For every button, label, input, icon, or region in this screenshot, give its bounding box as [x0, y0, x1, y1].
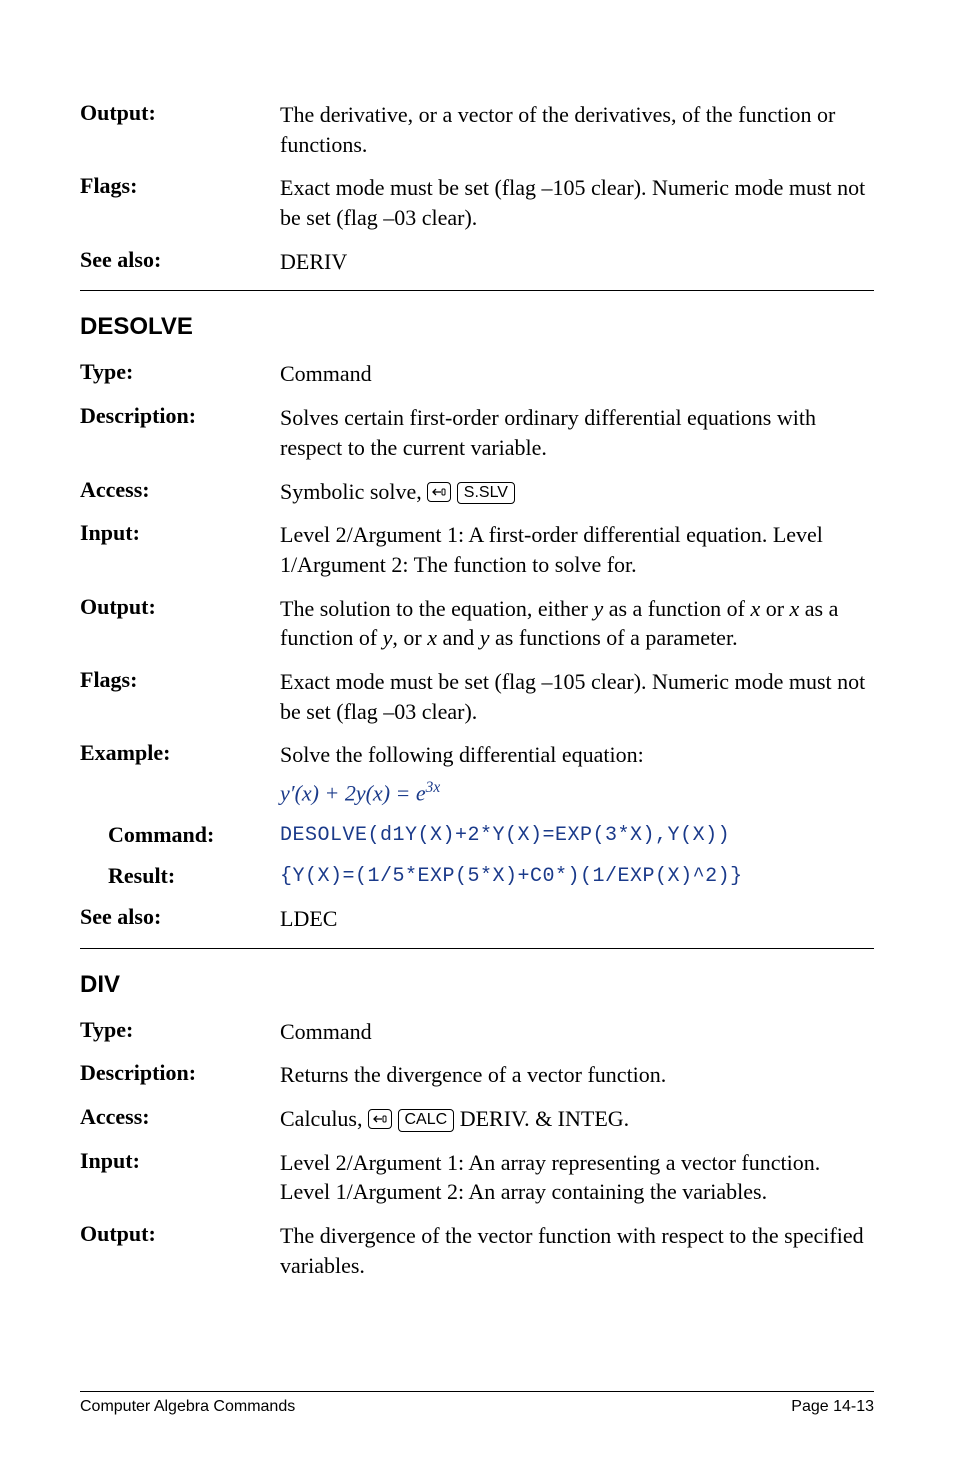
output-p6: and: [437, 625, 480, 650]
var-x3: x: [427, 625, 437, 650]
row-seealso: See also: DERIV: [80, 247, 874, 277]
label-description: Description:: [80, 1060, 280, 1086]
row-flags: Flags: Exact mode must be set (flag –105…: [80, 173, 874, 232]
left-shift-key-icon: [368, 1109, 392, 1129]
label-flags: Flags:: [80, 667, 280, 693]
output-p3: or: [760, 596, 789, 621]
heading-desolve: DESOLVE: [80, 313, 874, 341]
row-example: Example: Solve the following differentia…: [80, 740, 874, 808]
row-access: Access: Symbolic solve, S.SLV: [80, 477, 874, 507]
label-output: Output:: [80, 1221, 280, 1247]
label-access: Access:: [80, 477, 280, 503]
text-output: The solution to the equation, either y a…: [280, 594, 874, 653]
label-output: Output:: [80, 100, 280, 126]
example-text: Solve the following differential equatio…: [280, 740, 874, 770]
row-result: Result: {Y(X)=(1/5*EXP(5*X)+C0*)(1/EXP(X…: [80, 863, 874, 890]
label-description: Description:: [80, 403, 280, 429]
row-type: Type: Command: [80, 359, 874, 389]
eq-exp: 3x: [426, 779, 441, 796]
footer-right: Page 14-13: [791, 1398, 874, 1416]
label-example: Example:: [80, 740, 280, 766]
text-output: The derivative, or a vector of the deriv…: [280, 100, 874, 159]
text-result: {Y(X)=(1/5*EXP(5*X)+C0*)(1/EXP(X)^2)}: [280, 863, 874, 890]
footer-left: Computer Algebra Commands: [80, 1398, 295, 1416]
row-seealso: See also: LDEC: [80, 904, 874, 934]
divider: [80, 290, 874, 291]
row-output: Output: The solution to the equation, ei…: [80, 594, 874, 653]
label-access: Access:: [80, 1104, 280, 1130]
label-input: Input:: [80, 520, 280, 546]
text-type: Command: [280, 359, 874, 389]
label-seealso: See also:: [80, 247, 280, 273]
label-input: Input:: [80, 1148, 280, 1174]
row-output: Output: The divergence of the vector fun…: [80, 1221, 874, 1280]
label-type: Type:: [80, 1017, 280, 1043]
prev-command-tail: Output: The derivative, or a vector of t…: [80, 100, 874, 276]
calc-key: CALC: [398, 1109, 455, 1132]
eq-lhs: y′(x) + 2y(x) = e: [280, 780, 426, 805]
var-y2: y: [383, 625, 393, 650]
access-prefix: Calculus,: [280, 1106, 368, 1131]
row-command: Command: DESOLVE(d1Y(X)+2*Y(X)=EXP(3*X),…: [80, 822, 874, 849]
row-access: Access: Calculus, CALC DERIV. & INTEG.: [80, 1104, 874, 1134]
text-access: Symbolic solve, S.SLV: [280, 477, 874, 507]
output-p5: , or: [392, 625, 427, 650]
var-y3: y: [480, 625, 490, 650]
var-x2: x: [790, 596, 800, 621]
divider: [80, 948, 874, 949]
example-equation: y′(x) + 2y(x) = e3x: [280, 778, 874, 808]
row-description: Description: Solves certain first-order …: [80, 403, 874, 462]
section-div: Type: Command Description: Returns the d…: [80, 1017, 874, 1281]
footer-divider: [80, 1391, 874, 1392]
row-input: Input: Level 2/Argument 1: An array repr…: [80, 1148, 874, 1207]
label-output: Output:: [80, 594, 280, 620]
text-seealso: LDEC: [280, 904, 874, 934]
access-suffix: DERIV. & INTEG.: [460, 1106, 629, 1131]
text-description: Returns the divergence of a vector funct…: [280, 1060, 874, 1090]
row-output: Output: The derivative, or a vector of t…: [80, 100, 874, 159]
text-flags: Exact mode must be set (flag –105 clear)…: [280, 667, 874, 726]
label-flags: Flags:: [80, 173, 280, 199]
row-flags: Flags: Exact mode must be set (flag –105…: [80, 667, 874, 726]
output-p1: The solution to the equation, either: [280, 596, 593, 621]
output-p2: as a function of: [603, 596, 750, 621]
row-description: Description: Returns the divergence of a…: [80, 1060, 874, 1090]
sslv-key: S.SLV: [457, 482, 515, 505]
text-command: DESOLVE(d1Y(X)+2*Y(X)=EXP(3*X),Y(X)): [280, 822, 874, 849]
text-description: Solves certain first-order ordinary diff…: [280, 403, 874, 462]
label-command: Command:: [80, 822, 280, 848]
label-result: Result:: [80, 863, 280, 889]
text-type: Command: [280, 1017, 874, 1047]
var-x: x: [750, 596, 760, 621]
text-input: Level 2/Argument 1: An array representin…: [280, 1148, 874, 1207]
page-footer: Computer Algebra Commands Page 14-13: [80, 1391, 874, 1416]
access-prefix: Symbolic solve,: [280, 479, 427, 504]
footer-row: Computer Algebra Commands Page 14-13: [80, 1398, 874, 1416]
text-input: Level 2/Argument 1: A first-order differ…: [280, 520, 874, 579]
label-seealso: See also:: [80, 904, 280, 930]
output-p7: as functions of a parameter.: [490, 625, 738, 650]
row-type: Type: Command: [80, 1017, 874, 1047]
section-desolve: Type: Command Description: Solves certai…: [80, 359, 874, 933]
text-access: Calculus, CALC DERIV. & INTEG.: [280, 1104, 874, 1134]
text-flags: Exact mode must be set (flag –105 clear)…: [280, 173, 874, 232]
text-example: Solve the following differential equatio…: [280, 740, 874, 808]
label-type: Type:: [80, 359, 280, 385]
row-input: Input: Level 2/Argument 1: A first-order…: [80, 520, 874, 579]
var-y: y: [593, 596, 603, 621]
text-output: The divergence of the vector function wi…: [280, 1221, 874, 1280]
text-seealso: DERIV: [280, 247, 874, 277]
heading-div: DIV: [80, 971, 874, 999]
left-shift-key-icon: [427, 482, 451, 502]
